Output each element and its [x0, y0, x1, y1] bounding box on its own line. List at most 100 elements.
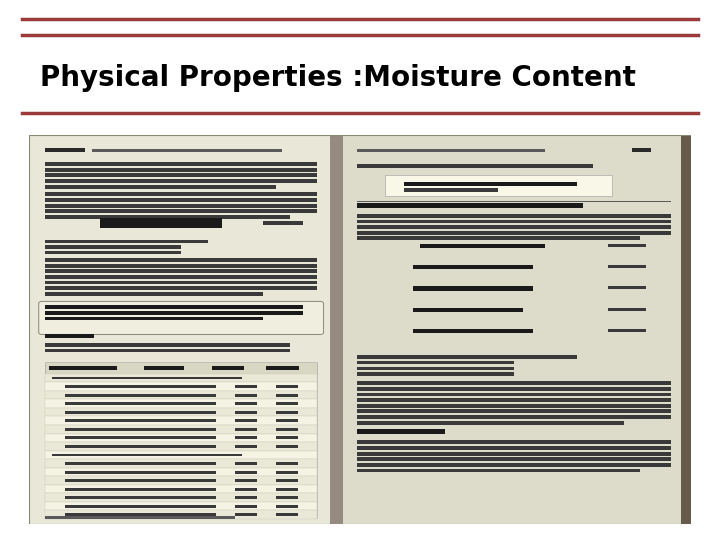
- Bar: [356, 225, 671, 229]
- Bar: [194, 402, 217, 405]
- Bar: [356, 203, 583, 207]
- Bar: [276, 479, 298, 482]
- Bar: [356, 355, 577, 359]
- Bar: [45, 416, 317, 425]
- Bar: [45, 425, 317, 434]
- Bar: [276, 385, 298, 388]
- Bar: [45, 305, 303, 309]
- Bar: [276, 428, 298, 431]
- Bar: [66, 479, 215, 482]
- Bar: [66, 394, 215, 396]
- Bar: [45, 408, 317, 416]
- Bar: [66, 445, 215, 448]
- Bar: [194, 445, 217, 448]
- Bar: [66, 411, 215, 414]
- Bar: [194, 428, 217, 431]
- Bar: [235, 488, 257, 491]
- Bar: [356, 469, 640, 472]
- Bar: [631, 148, 652, 152]
- Bar: [343, 135, 691, 524]
- Bar: [45, 311, 303, 315]
- Bar: [194, 411, 217, 414]
- Bar: [404, 188, 498, 192]
- Bar: [194, 385, 217, 388]
- Bar: [45, 348, 289, 353]
- Bar: [235, 462, 257, 465]
- Bar: [194, 471, 217, 474]
- Bar: [356, 446, 671, 450]
- Bar: [66, 505, 215, 508]
- Bar: [29, 135, 330, 524]
- Bar: [45, 281, 317, 285]
- FancyBboxPatch shape: [385, 174, 612, 196]
- Bar: [235, 394, 257, 396]
- Bar: [276, 514, 298, 516]
- Bar: [413, 308, 523, 312]
- Bar: [144, 367, 184, 370]
- Bar: [420, 244, 546, 248]
- Bar: [45, 450, 317, 459]
- Bar: [45, 204, 317, 207]
- Bar: [356, 429, 445, 434]
- Bar: [45, 485, 317, 494]
- Bar: [45, 245, 181, 249]
- Bar: [52, 454, 242, 456]
- Bar: [356, 361, 514, 365]
- Bar: [45, 292, 263, 296]
- Bar: [66, 496, 215, 499]
- Bar: [235, 514, 257, 516]
- Bar: [66, 402, 215, 405]
- Bar: [356, 421, 624, 424]
- Bar: [356, 219, 671, 224]
- Bar: [608, 329, 646, 332]
- Bar: [235, 402, 257, 405]
- Bar: [356, 398, 671, 402]
- Bar: [45, 173, 317, 177]
- Bar: [356, 387, 671, 391]
- Bar: [194, 488, 217, 491]
- Bar: [356, 441, 671, 444]
- Bar: [608, 265, 646, 268]
- Bar: [276, 471, 298, 474]
- Bar: [356, 457, 671, 461]
- Bar: [356, 415, 671, 419]
- Bar: [356, 409, 671, 413]
- Bar: [194, 505, 217, 508]
- Bar: [49, 367, 117, 370]
- Bar: [194, 462, 217, 465]
- Bar: [45, 316, 263, 320]
- Bar: [356, 381, 671, 385]
- Bar: [276, 402, 298, 405]
- Bar: [608, 244, 646, 247]
- Bar: [45, 476, 317, 485]
- Bar: [330, 135, 343, 524]
- Bar: [66, 428, 215, 431]
- Bar: [681, 135, 691, 524]
- Bar: [45, 286, 317, 290]
- Bar: [356, 149, 546, 152]
- Bar: [45, 334, 94, 339]
- Bar: [276, 411, 298, 414]
- Bar: [356, 463, 671, 467]
- Bar: [212, 367, 244, 370]
- Bar: [45, 275, 317, 279]
- Bar: [356, 404, 671, 408]
- Bar: [235, 445, 257, 448]
- Bar: [45, 258, 317, 262]
- Bar: [194, 420, 217, 422]
- Bar: [413, 265, 533, 269]
- Bar: [276, 436, 298, 440]
- Bar: [45, 179, 317, 183]
- Bar: [66, 436, 215, 440]
- Bar: [413, 329, 533, 333]
- Bar: [276, 420, 298, 422]
- Bar: [45, 502, 317, 510]
- Bar: [66, 462, 215, 465]
- Bar: [194, 394, 217, 396]
- Bar: [235, 385, 257, 388]
- Bar: [235, 420, 257, 422]
- Bar: [235, 411, 257, 414]
- Bar: [45, 382, 317, 391]
- Bar: [66, 488, 215, 491]
- Bar: [91, 149, 282, 152]
